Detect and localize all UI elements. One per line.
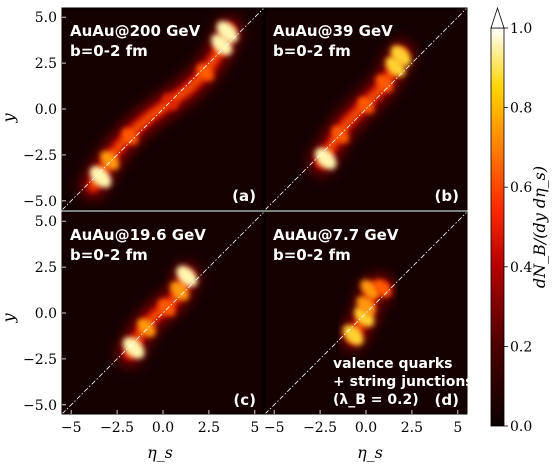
panel-d-note-line: valence quarks xyxy=(333,356,453,372)
y-tick-label: 0.0 xyxy=(35,306,57,322)
hotspot-a-1 xyxy=(100,150,120,170)
x-tick-label: −2.5 xyxy=(100,420,134,436)
panel-d-centrality-label: b=0-2 fm xyxy=(273,246,351,264)
hotspot-b-2 xyxy=(357,97,375,114)
colorbar-extend-arrow xyxy=(490,6,505,29)
colorbar-tick-label: 0.2 xyxy=(510,339,532,355)
hotspot-d-0 xyxy=(342,324,364,346)
panel-c-centrality-label: b=0-2 fm xyxy=(70,246,148,264)
panel-b-tag: (b) xyxy=(435,187,459,205)
colorbar-tick-label: 0.0 xyxy=(510,419,532,435)
colorbar-gradient xyxy=(490,27,505,427)
y-tick-label: −5.0 xyxy=(23,194,57,210)
x-tick-label: −5 xyxy=(61,420,82,436)
panels: AuAu@200 GeV b=0-2 fm (a) AuAu@39 GeV b=0-2 … xyxy=(61,7,474,415)
colorbar-ticks: 0.0 0.2 0.4 0.6 0.8 1.0 xyxy=(504,21,532,435)
x-tick-label: 5 xyxy=(453,420,462,436)
hotspot-c-3 xyxy=(170,281,190,301)
panel-frame xyxy=(264,7,468,211)
diagonal-reference-line xyxy=(265,8,467,210)
diagonal-reference-line xyxy=(62,8,264,210)
panel-d-system-label: AuAu@7.7 GeV xyxy=(273,226,399,244)
x-tick-label: 2.5 xyxy=(198,420,220,436)
density-core xyxy=(90,27,232,189)
colorbar-label: dN_B/(dy dη_s) xyxy=(530,166,549,288)
y-axis-label-bottom: y xyxy=(0,313,18,324)
colorbar-tick-label: 0.8 xyxy=(510,101,532,117)
hotspot-b-3 xyxy=(375,74,394,93)
y-axis-label-top: y xyxy=(0,113,18,124)
colorbar-tick-label: 0.6 xyxy=(510,180,532,196)
hotspot-a-4 xyxy=(196,63,214,82)
panel-d-note-line: + string junctions xyxy=(333,374,474,390)
hotspot-c-2 xyxy=(157,298,176,317)
hotspot-a-2 xyxy=(121,128,139,145)
colorbar: 0.0 0.2 0.4 0.6 0.8 1.0 dN_B/(dy dη_s) xyxy=(490,6,549,435)
hotspot-d-2 xyxy=(356,296,376,316)
x-axis-label-left: η_s xyxy=(147,443,173,462)
x-axis-label-right: η_s xyxy=(357,443,383,462)
hotspot-a-6 xyxy=(216,21,239,43)
y-tick-label: −5.0 xyxy=(23,398,57,414)
y-tick-label: 2.5 xyxy=(35,56,57,72)
axis-ticks: 5.02.50.0−2.5−5.05.02.50.0−2.5−5.0−5 −2.5… xyxy=(23,10,462,436)
y-tick-label: −2.5 xyxy=(23,148,57,164)
x-tick-label: 5 xyxy=(250,420,259,436)
panel-c-tag: (c) xyxy=(233,391,256,409)
panel-a-system-label: AuAu@200 GeV xyxy=(70,22,201,40)
colorbar-tick-label: 1.0 xyxy=(510,21,532,37)
colorbar-tick-label: 0.4 xyxy=(510,260,532,276)
panel-d-tag: (d) xyxy=(435,391,459,409)
y-tick-label: −2.5 xyxy=(23,352,57,368)
x-tick-label: −2.5 xyxy=(303,420,337,436)
panel-a-centrality-label: b=0-2 fm xyxy=(70,42,148,60)
x-tick-label: 2.5 xyxy=(401,420,423,436)
diagonal-reference-line xyxy=(62,212,264,414)
hotspot-c-1 xyxy=(137,318,156,337)
panel-b-system-label: AuAu@39 GeV xyxy=(273,22,393,40)
panel-b-centrality-label: b=0-2 fm xyxy=(273,42,351,60)
panel-a-tag: (a) xyxy=(232,187,256,205)
x-tick-label: −5 xyxy=(264,420,285,436)
x-tick-label: 0.0 xyxy=(152,420,174,436)
panel-a: AuAu@200 GeV b=0-2 fm (a) xyxy=(61,7,265,211)
panel-c-system-label: AuAu@19.6 GeV xyxy=(70,226,206,244)
hotspot-c-4 xyxy=(176,265,198,287)
hotspot-a-0 xyxy=(89,166,112,188)
panel-b: AuAu@39 GeV b=0-2 fm (b) xyxy=(264,7,468,211)
hotspot-c-0 xyxy=(122,337,145,359)
y-tick-label: 2.5 xyxy=(35,260,57,276)
y-tick-label: 5.0 xyxy=(35,214,57,230)
y-tick-label: 0.0 xyxy=(35,102,57,118)
hotspot-b-5 xyxy=(390,45,412,67)
diagonal-reference-line xyxy=(265,212,467,414)
panel-c: AuAu@19.6 GeV b=0-2 fm (c) xyxy=(61,211,265,415)
y-tick-label: 5.0 xyxy=(35,10,57,26)
panel-d: AuAu@7.7 GeV b=0-2 fm (d) valence quarks + s… xyxy=(264,211,474,415)
x-tick-label: 0.0 xyxy=(355,420,377,436)
panel-d-note-line: (λ_B = 0.2) xyxy=(333,392,419,408)
hotspot-b-0 xyxy=(314,147,337,170)
